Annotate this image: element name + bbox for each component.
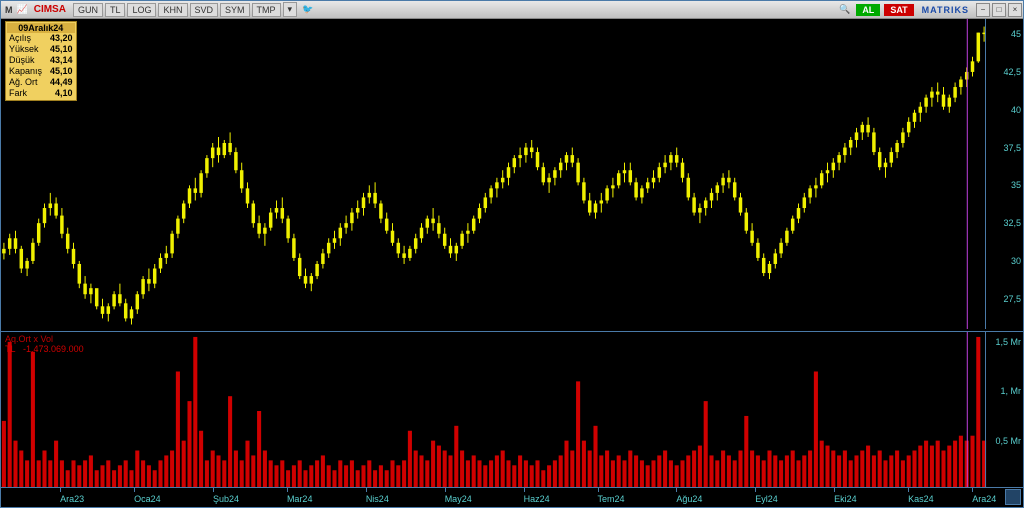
toolbar-btn-gun[interactable]: GUN (73, 3, 103, 17)
minimize-button[interactable]: − (976, 3, 990, 17)
volume-y-axis: 0,5 Mr 1, Mr 1,5 Mr (985, 332, 1023, 489)
toolbar-btn-sym[interactable]: SYM (220, 3, 250, 17)
brand-label: MATRIKS (916, 5, 975, 15)
ohlc-info-box: 09Aralık24 Açılış43,20Yüksek45,10Düşük43… (5, 21, 77, 101)
chart-container: 27,5 30 32,5 35 37,5 40 42,5 45 Aq.Ort x Vol TL… (1, 19, 1023, 487)
x-tick: Oca24 (134, 494, 161, 504)
price-y-axis: 27,5 30 32,5 35 37,5 40 42,5 45 (985, 19, 1023, 329)
toolbar-btn-log[interactable]: LOG (127, 3, 156, 17)
toolbar-btn-tmp[interactable]: TMP (252, 3, 281, 17)
dropdown-button[interactable]: ▾ (283, 2, 298, 17)
search-icon[interactable]: 🔍 (835, 4, 854, 15)
sell-button[interactable]: SAT (884, 4, 913, 16)
y-tick: 0,5 Mr (995, 436, 1021, 446)
y-tick: 42,5 (1003, 67, 1021, 77)
info-row: Düşük43,14 (7, 55, 75, 66)
x-tick: Tem24 (598, 494, 625, 504)
info-row: Ağ. Ort44,49 (7, 77, 75, 88)
y-tick: 32,5 (1003, 218, 1021, 228)
y-tick: 40 (1011, 105, 1021, 115)
y-tick: 30 (1011, 256, 1021, 266)
maximize-button[interactable]: □ (992, 3, 1006, 17)
x-tick: Ara24 (972, 494, 996, 504)
price-chart-pane[interactable]: 27,5 30 32,5 35 37,5 40 42,5 45 (1, 19, 1023, 329)
y-tick: 35 (1011, 180, 1021, 190)
toolbar-btn-tl[interactable]: TL (105, 3, 126, 17)
x-tick: Haz24 (524, 494, 550, 504)
close-button[interactable]: × (1008, 3, 1022, 17)
volume-label: Aq.Ort x Vol TL -1.473.069.000 (5, 334, 84, 354)
x-tick: Nis24 (366, 494, 389, 504)
buy-button[interactable]: AL (856, 4, 880, 16)
y-tick: 1,5 Mr (995, 337, 1021, 347)
x-tick: Ara23 (60, 494, 84, 504)
info-date: 09Aralık24 (7, 23, 75, 33)
volume-chart-pane[interactable]: Aq.Ort x Vol TL -1.473.069.000 0,5 Mr 1, … (1, 331, 1023, 489)
toolbar-btn-khn[interactable]: KHN (158, 3, 187, 17)
app-window: M 📈 CIMSA GUNTLLOGKHNSVDSYMTMP ▾ 🐦 🔍 AL … (0, 0, 1024, 508)
x-tick: Eyl24 (755, 494, 778, 504)
info-row: Yüksek45,10 (7, 44, 75, 55)
y-tick: 1, Mr (1000, 386, 1021, 396)
resize-handle-icon[interactable] (1005, 489, 1021, 505)
x-axis: Ara23 Oca24 Şub24 Mar24 Nis24 May24 Haz24 Tem24… (1, 487, 1023, 507)
x-tick: May24 (445, 494, 472, 504)
x-tick: Kas24 (908, 494, 934, 504)
twitter-icon[interactable]: 🐦 (298, 4, 317, 15)
info-row: Açılış43,20 (7, 33, 75, 44)
x-tick: Ağu24 (676, 494, 702, 504)
app-logo: M (1, 5, 17, 15)
info-row: Kapanış45,10 (7, 66, 75, 77)
chart-icon: 📈 (17, 4, 28, 15)
ticker-symbol[interactable]: CIMSA (28, 4, 72, 15)
y-tick: 37,5 (1003, 143, 1021, 153)
x-tick: Şub24 (213, 494, 239, 504)
toolbar: M 📈 CIMSA GUNTLLOGKHNSVDSYMTMP ▾ 🐦 🔍 AL … (1, 1, 1023, 19)
x-tick: Eki24 (834, 494, 857, 504)
x-tick: Mar24 (287, 494, 313, 504)
toolbar-btn-svd[interactable]: SVD (190, 3, 219, 17)
y-tick: 45 (1011, 29, 1021, 39)
info-row: Fark4,10 (7, 88, 75, 99)
y-tick: 27,5 (1003, 294, 1021, 304)
